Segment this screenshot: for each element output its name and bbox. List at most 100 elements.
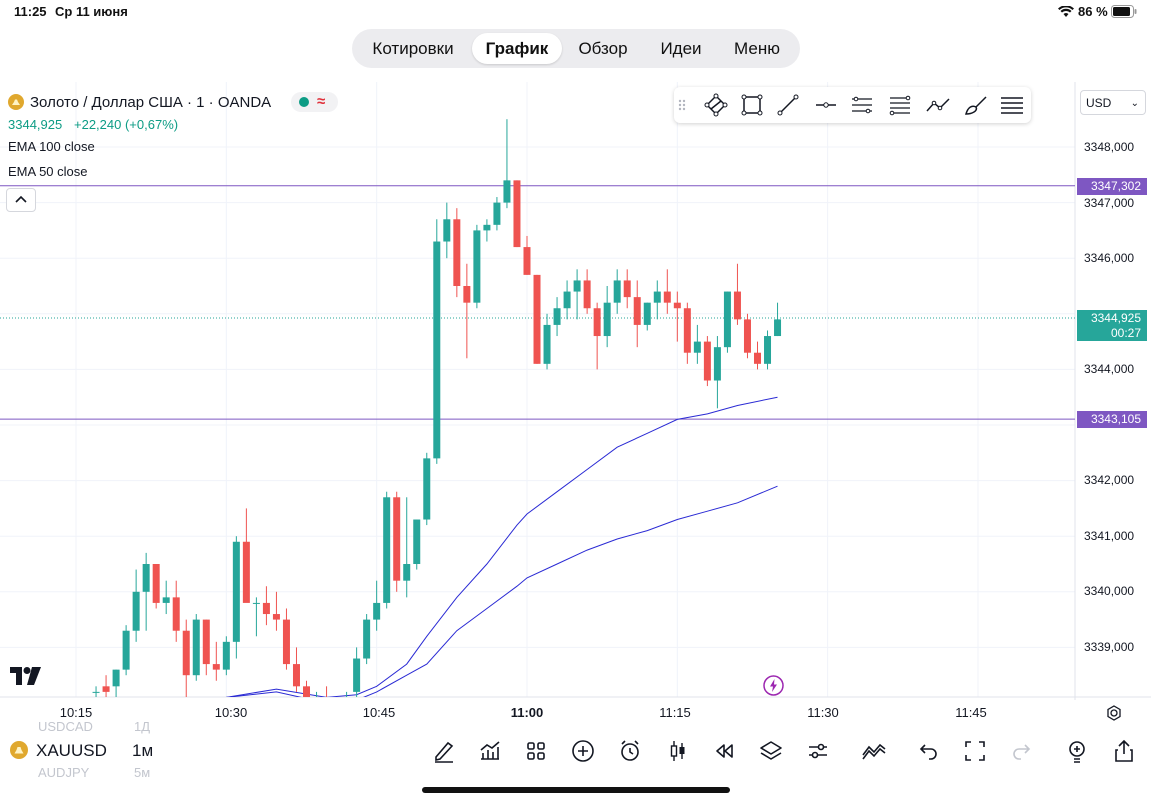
interval-picker[interactable]: 1м bbox=[132, 741, 154, 760]
alarm-clock-icon[interactable] bbox=[616, 737, 644, 765]
candle-body bbox=[292, 664, 300, 687]
candle-body bbox=[222, 641, 230, 670]
candle-body bbox=[593, 308, 601, 337]
idea-bulb-icon[interactable] bbox=[1063, 737, 1091, 765]
currency-select[interactable]: USD ⌄ bbox=[1080, 90, 1146, 115]
price-label: 3342,000 bbox=[1084, 473, 1135, 487]
drawing-toolbar bbox=[674, 87, 1031, 123]
price-label: 3339,000 bbox=[1084, 640, 1135, 654]
tab-ideas[interactable]: Идеи bbox=[660, 39, 702, 58]
time-label: 11:45 bbox=[955, 705, 987, 720]
collapse-legend-button[interactable] bbox=[6, 188, 36, 212]
candle-body bbox=[192, 619, 200, 676]
candle-body bbox=[232, 541, 240, 642]
flash-icon[interactable] bbox=[763, 675, 784, 696]
pattern-tool-icon[interactable] bbox=[702, 91, 730, 119]
path-tool-icon[interactable] bbox=[924, 91, 952, 119]
delayed-data-icon: ≈ bbox=[317, 93, 326, 110]
parallel-channel-tool-icon[interactable] bbox=[848, 91, 876, 119]
symbol-title[interactable]: Золото / Доллар США · 1 · OANDA bbox=[30, 94, 272, 111]
redo-icon[interactable] bbox=[1008, 737, 1036, 765]
candle-body bbox=[653, 291, 661, 303]
time-label: 11:15 bbox=[659, 705, 691, 720]
trading-panel-icon[interactable] bbox=[860, 737, 888, 765]
candle-body bbox=[643, 302, 651, 325]
candle-body bbox=[503, 180, 511, 203]
tab-quotes[interactable]: Котировки bbox=[372, 39, 454, 58]
add-compare-icon[interactable] bbox=[569, 737, 597, 765]
layout-grid-icon[interactable] bbox=[522, 737, 550, 765]
candle-body bbox=[683, 308, 691, 353]
price-change: +22,240 (+0,67%) bbox=[74, 117, 179, 132]
candle-body bbox=[623, 280, 631, 298]
ghost-symbol-below: AUDJPY bbox=[38, 765, 90, 780]
bar-countdown: 00:27 bbox=[1110, 326, 1141, 340]
trend-line-tool-icon[interactable] bbox=[774, 91, 802, 119]
rectangle-tool-icon[interactable] bbox=[738, 91, 766, 119]
candle-body bbox=[132, 591, 140, 631]
replay-icon[interactable] bbox=[710, 737, 738, 765]
tab-overview[interactable]: Обзор bbox=[578, 39, 628, 58]
time-label: 11:00 bbox=[510, 705, 544, 720]
layers-icon[interactable] bbox=[757, 737, 785, 765]
candle-body bbox=[703, 341, 711, 381]
undo-icon[interactable] bbox=[914, 737, 942, 765]
market-status-badge[interactable]: ≈ bbox=[291, 92, 338, 112]
line-price-tag[interactable]: 3347,302 bbox=[1077, 178, 1147, 195]
price-label: 3348,000 bbox=[1084, 140, 1135, 154]
chevron-down-icon: ⌄ bbox=[1130, 98, 1139, 109]
share-icon[interactable] bbox=[1110, 737, 1138, 765]
candle-body bbox=[663, 291, 671, 303]
candle-body bbox=[603, 302, 611, 337]
candle-body bbox=[92, 691, 100, 693]
tradingview-logo[interactable] bbox=[10, 667, 42, 691]
price-label: 3344,000 bbox=[1084, 362, 1135, 376]
tab-chart[interactable]: График bbox=[472, 33, 562, 64]
drag-handle-icon[interactable] bbox=[676, 91, 688, 119]
currency-value: USD bbox=[1086, 96, 1112, 110]
drawing-pen-icon[interactable] bbox=[430, 737, 458, 765]
candle-body bbox=[162, 597, 170, 603]
gold-symbol-icon bbox=[10, 741, 28, 759]
home-indicator bbox=[422, 787, 730, 793]
market-open-icon bbox=[299, 97, 309, 107]
price-label: 3340,000 bbox=[1084, 584, 1135, 598]
candle-body bbox=[743, 319, 751, 353]
candle-body bbox=[403, 564, 411, 581]
candle-body bbox=[102, 686, 110, 692]
candle-body bbox=[493, 202, 501, 225]
candles-type-icon[interactable] bbox=[664, 737, 692, 765]
price-chart[interactable] bbox=[0, 82, 1151, 700]
battery-icon bbox=[1111, 5, 1137, 18]
symbol-picker[interactable]: XAUUSD bbox=[36, 741, 107, 760]
chart-settings-icon[interactable] bbox=[1104, 703, 1124, 723]
candle-body bbox=[252, 602, 260, 604]
candle-body bbox=[313, 697, 320, 698]
brush-tool-icon[interactable] bbox=[962, 91, 990, 119]
ema100-line bbox=[226, 396, 778, 697]
indicator-ema50[interactable]: EMA 50 close bbox=[8, 164, 88, 179]
candle-body bbox=[212, 664, 220, 670]
ema50-line bbox=[226, 485, 778, 697]
wifi-icon bbox=[1058, 5, 1074, 17]
status-date: Ср 11 июня bbox=[55, 4, 128, 19]
candle-body bbox=[122, 630, 130, 670]
time-label: 10:15 bbox=[59, 705, 93, 720]
current-price-value: 3344,925 bbox=[1090, 311, 1141, 325]
candle-body bbox=[353, 658, 361, 692]
indicator-ema100[interactable]: EMA 100 close bbox=[8, 139, 95, 154]
price-label: 3346,000 bbox=[1084, 251, 1135, 265]
candle-body bbox=[202, 619, 210, 665]
line-price-tag[interactable]: 3343,105 bbox=[1077, 411, 1147, 428]
candle-body bbox=[553, 308, 561, 325]
fib-retracement-tool-icon[interactable] bbox=[886, 91, 914, 119]
settings-sliders-icon[interactable] bbox=[804, 737, 832, 765]
more-tools-icon[interactable] bbox=[998, 91, 1026, 119]
candle-body bbox=[363, 619, 371, 659]
horizontal-ray-tool-icon[interactable] bbox=[812, 91, 840, 119]
fullscreen-icon[interactable] bbox=[961, 737, 989, 765]
indicators-icon[interactable] bbox=[476, 737, 504, 765]
tab-menu[interactable]: Меню bbox=[734, 39, 780, 58]
candle-body bbox=[764, 336, 772, 364]
time-label: 10:30 bbox=[214, 705, 248, 720]
